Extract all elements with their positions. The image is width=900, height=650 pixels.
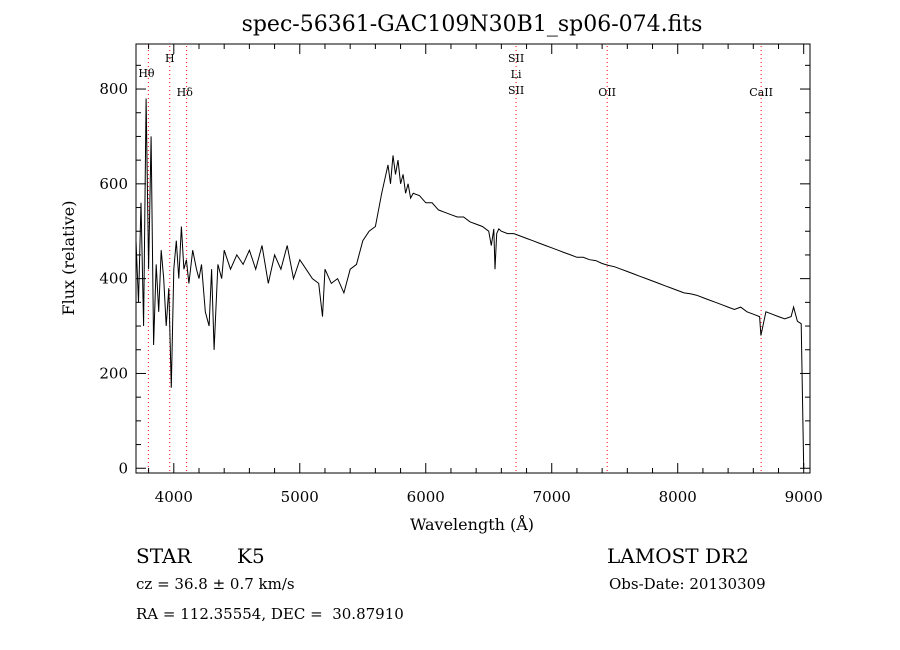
redshift-cz: cz = 36.8 ± 0.7 km/s bbox=[136, 575, 295, 593]
chart-title: spec-56361-GAC109N30B1_sp06-074.fits bbox=[242, 12, 703, 37]
line-marker-label: SII bbox=[508, 52, 524, 65]
y-tick-label: 600 bbox=[99, 175, 128, 193]
spectral-line-markers: Hθ H Hδ SII Li SII OII CaII bbox=[138, 46, 773, 473]
x-tick-label: 8000 bbox=[659, 488, 697, 506]
spectral-subclass: K5 bbox=[237, 544, 265, 568]
y-axis: 0 200 400 600 800 bbox=[99, 64, 810, 477]
x-tick-label: 7000 bbox=[533, 488, 571, 506]
y-tick-label: 800 bbox=[99, 80, 128, 98]
x-tick-label: 9000 bbox=[785, 488, 823, 506]
line-marker-label: SII bbox=[508, 84, 524, 97]
y-tick-label: 200 bbox=[99, 364, 128, 382]
line-marker-label: Li bbox=[511, 68, 522, 81]
y-tick-label: 400 bbox=[99, 270, 128, 288]
line-marker-label: OII bbox=[598, 86, 616, 99]
x-tick-label: 6000 bbox=[407, 488, 445, 506]
x-tick-label: 5000 bbox=[281, 488, 319, 506]
y-tick-label: 0 bbox=[118, 459, 128, 477]
observation-date: Obs-Date: 20130309 bbox=[609, 575, 766, 593]
sky-coordinates: RA = 112.35554, DEC = 30.87910 bbox=[136, 605, 404, 623]
line-marker-label: Hθ bbox=[138, 67, 155, 80]
line-marker-label: Hδ bbox=[177, 86, 194, 99]
x-axis-label: Wavelength (Å) bbox=[410, 514, 534, 534]
x-axis: 4000 5000 6000 7000 8000 9000 bbox=[148, 44, 823, 506]
line-marker-label: CaII bbox=[749, 86, 773, 99]
object-type: STAR bbox=[136, 544, 192, 568]
spectrum-series-line bbox=[135, 98, 805, 469]
survey-name: LAMOST DR2 bbox=[607, 544, 749, 568]
line-marker-label: H bbox=[165, 52, 175, 65]
x-tick-label: 4000 bbox=[155, 488, 193, 506]
y-axis-label: Flux (relative) bbox=[59, 201, 78, 316]
plot-frame bbox=[135, 43, 811, 474]
